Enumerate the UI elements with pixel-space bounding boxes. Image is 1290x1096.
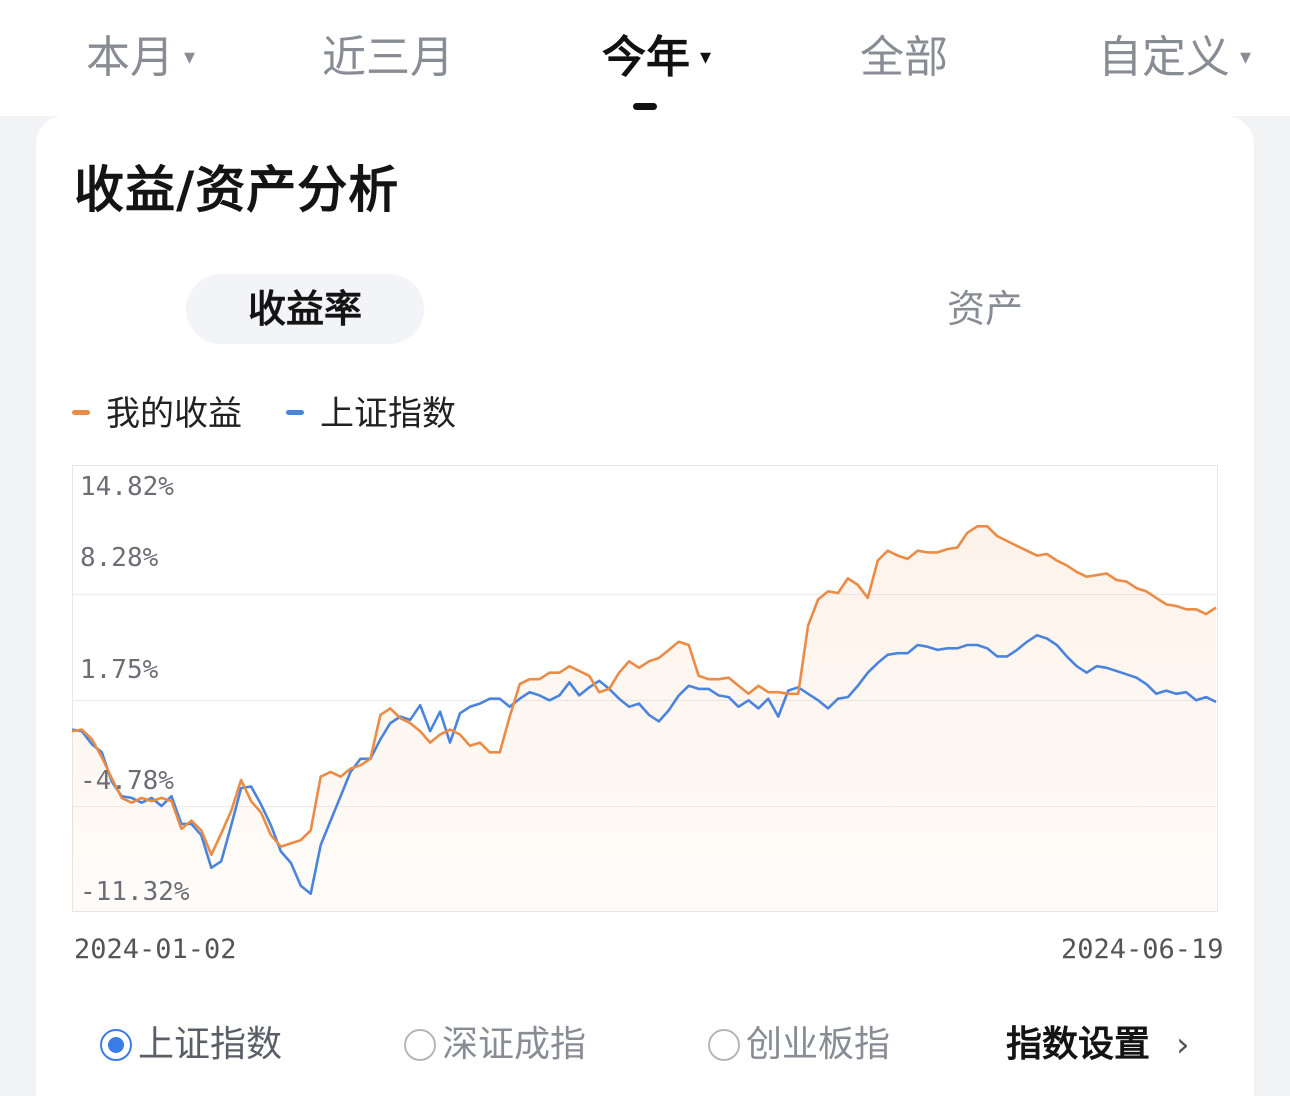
tab-label: 今年	[602, 32, 690, 83]
tab-label: 全部	[860, 32, 948, 83]
y-tick-label: 8.28%	[80, 543, 159, 573]
tab-custom[interactable]: 自定义 ▾	[1098, 28, 1251, 88]
legend-swatch	[72, 410, 90, 415]
active-tab-indicator	[633, 103, 657, 110]
caret-down-icon: ▾	[1240, 45, 1252, 70]
chevron-right-icon: ›	[1176, 1025, 1190, 1065]
segment-return-rate[interactable]: 收益率	[186, 274, 424, 344]
legend-my-return: 我的收益	[72, 392, 242, 436]
tab-last-three-months[interactable]: 近三月	[322, 28, 454, 88]
legend-label: 我的收益	[106, 394, 242, 434]
series-line-sse-index	[72, 634, 1217, 896]
legend-sse-index: 上证指数	[286, 392, 456, 436]
y-tick-label: 14.82%	[80, 472, 174, 502]
radio-unselected-icon	[404, 1029, 436, 1061]
index-option-sse[interactable]: 上证指数	[100, 1022, 282, 1068]
period-tab-bar: 本月 ▾ 近三月 今年 ▾ 全部 自定义 ▾	[0, 0, 1290, 116]
index-option-label: 深证成指	[442, 1024, 587, 1065]
card-title: 收益/资产分析	[74, 161, 400, 219]
index-option-szse[interactable]: 深证成指	[404, 1022, 586, 1068]
segment-assets[interactable]: 资产	[946, 287, 1023, 331]
tab-this-year[interactable]: 今年 ▾	[602, 28, 711, 88]
tab-label: 近三月	[322, 32, 454, 83]
series-line-my-return	[72, 525, 1217, 857]
area-fill-my-return	[72, 526, 1216, 912]
index-option-label: 上证指数	[138, 1024, 283, 1065]
legend-label: 上证指数	[320, 394, 456, 434]
index-settings-label: 指数设置	[1006, 1024, 1151, 1065]
tab-all[interactable]: 全部	[860, 28, 948, 88]
tab-label: 本月	[86, 32, 174, 83]
index-option-chinext[interactable]: 创业板指	[708, 1022, 890, 1068]
return-rate-chart[interactable]	[72, 465, 1218, 912]
y-tick-label: -4.78%	[80, 766, 174, 796]
index-option-label: 创业板指	[746, 1024, 891, 1065]
tab-this-month[interactable]: 本月 ▾	[86, 28, 195, 88]
tab-label: 自定义	[1098, 32, 1230, 83]
x-start-date: 2024-01-02	[74, 934, 237, 965]
index-settings-button[interactable]: 指数设置 ›	[1006, 1022, 1190, 1068]
y-tick-label: 1.75%	[80, 655, 159, 685]
radio-selected-icon	[100, 1029, 132, 1061]
legend-swatch	[286, 410, 304, 415]
x-end-date: 2024-06-19	[1061, 934, 1224, 965]
caret-down-icon: ▾	[184, 45, 196, 70]
y-tick-label: -11.32%	[80, 877, 190, 907]
caret-down-icon: ▾	[700, 45, 712, 70]
radio-unselected-icon	[708, 1029, 740, 1061]
